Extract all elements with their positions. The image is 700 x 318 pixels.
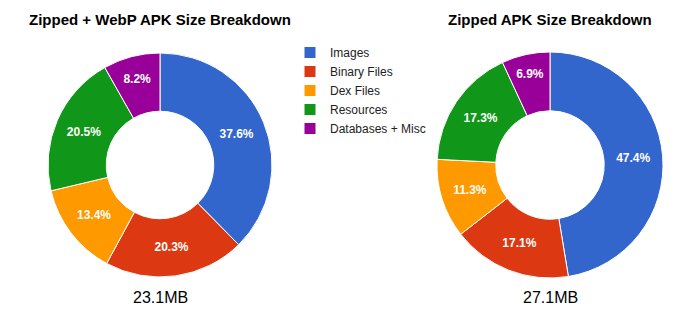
- svg-text:20.3%: 20.3%: [155, 240, 189, 254]
- svg-text:Databases + Misc: Databases + Misc: [330, 122, 426, 136]
- svg-text:Dex Files: Dex Files: [330, 84, 380, 98]
- svg-text:Zipped + WebP APK Size Breakdo: Zipped + WebP APK Size Breakdown: [29, 11, 291, 28]
- svg-text:11.3%: 11.3%: [453, 183, 487, 197]
- svg-text:17.3%: 17.3%: [464, 111, 498, 125]
- svg-text:Zipped APK Size Breakdown: Zipped APK Size Breakdown: [448, 11, 652, 28]
- svg-text:37.6%: 37.6%: [219, 127, 253, 141]
- svg-text:Resources: Resources: [330, 103, 387, 117]
- svg-text:27.1MB: 27.1MB: [523, 289, 578, 306]
- svg-text:13.4%: 13.4%: [77, 208, 111, 222]
- svg-text:Binary Files: Binary Files: [330, 65, 393, 79]
- svg-text:23.1MB: 23.1MB: [133, 289, 188, 306]
- svg-text:20.5%: 20.5%: [67, 125, 101, 139]
- svg-text:8.2%: 8.2%: [123, 72, 151, 86]
- svg-text:Images: Images: [330, 46, 369, 60]
- svg-text:17.1%: 17.1%: [502, 236, 536, 250]
- svg-text:47.4%: 47.4%: [616, 151, 650, 165]
- svg-text:6.9%: 6.9%: [516, 67, 544, 81]
